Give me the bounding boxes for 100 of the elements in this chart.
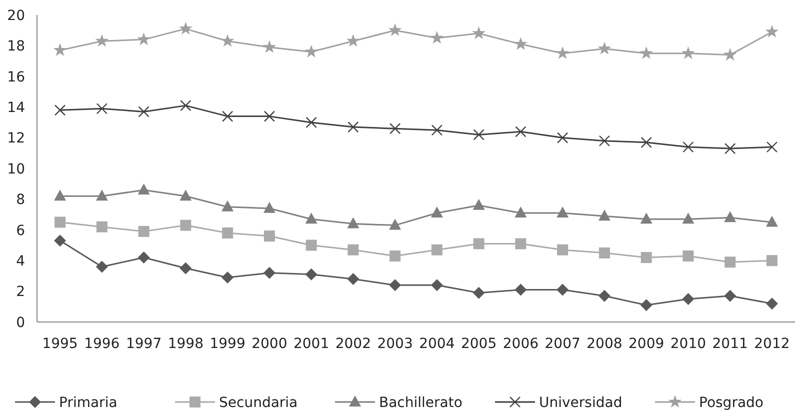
- point: [346, 34, 360, 47]
- point: [557, 244, 568, 256]
- legend-label: Universidad: [539, 394, 622, 411]
- x-tick-label: 1997: [126, 336, 162, 352]
- point: [431, 244, 442, 256]
- point: [389, 218, 402, 230]
- x-tick-label: 2000: [252, 336, 288, 352]
- y-tick-label: 18: [7, 38, 25, 55]
- point: [430, 279, 443, 292]
- legend-label: Secundaria: [219, 394, 298, 411]
- point: [54, 216, 66, 228]
- point: [305, 268, 318, 280]
- y-tick-label: 4: [16, 254, 26, 270]
- point: [556, 284, 569, 296]
- legend-label: Bachillerato: [379, 394, 462, 411]
- point: [53, 43, 67, 56]
- legend-label: Posgrado: [699, 394, 764, 411]
- point: [430, 31, 444, 44]
- point: [54, 104, 66, 116]
- point: [347, 217, 360, 228]
- x-tick-label: 2009: [628, 336, 664, 352]
- y-tick-label: 12: [7, 130, 25, 147]
- x-tick-label: 2003: [377, 336, 413, 352]
- point: [598, 135, 610, 146]
- point: [54, 234, 66, 247]
- x-tick-label: 2002: [335, 336, 372, 352]
- point: [263, 266, 276, 279]
- point: [723, 48, 737, 61]
- point: [306, 240, 317, 251]
- x-tick-label: 2010: [670, 336, 706, 352]
- point: [222, 200, 234, 212]
- x-tick-label: 2008: [586, 336, 622, 352]
- point: [222, 227, 234, 238]
- point: [766, 141, 778, 153]
- point: [263, 202, 276, 213]
- x-tick-label: 1995: [42, 336, 78, 352]
- point: [180, 190, 192, 201]
- y-tick-label: 14: [7, 100, 26, 116]
- point: [598, 210, 610, 221]
- point: [472, 286, 485, 299]
- point: [95, 34, 109, 47]
- x-tick-label: 2007: [544, 336, 580, 352]
- point: [724, 211, 736, 222]
- point: [556, 206, 569, 218]
- point: [640, 212, 652, 224]
- point: [138, 252, 150, 264]
- x-tick-label: 2001: [293, 336, 330, 352]
- point: [598, 247, 610, 258]
- point: [682, 292, 694, 305]
- point: [514, 206, 527, 218]
- x-tick-label: 1999: [210, 336, 246, 352]
- point: [472, 198, 485, 210]
- point: [598, 42, 612, 54]
- point: [765, 24, 779, 38]
- point: [514, 37, 528, 50]
- point: [179, 22, 192, 34]
- point: [766, 255, 778, 266]
- point: [137, 32, 150, 46]
- x-tick-label: 1998: [168, 336, 204, 352]
- point: [220, 34, 234, 47]
- point: [766, 298, 778, 310]
- point: [724, 142, 736, 154]
- point: [304, 44, 318, 58]
- x-tick-label: 2005: [460, 336, 497, 352]
- point: [306, 116, 317, 128]
- point: [682, 141, 694, 153]
- point: [682, 250, 694, 262]
- y-tick-label: 0: [16, 314, 25, 331]
- point: [305, 212, 318, 224]
- point: [598, 290, 610, 302]
- point: [472, 26, 486, 40]
- point: [556, 132, 568, 144]
- point: [138, 106, 150, 118]
- point: [138, 226, 150, 237]
- point: [180, 262, 192, 274]
- point: [390, 250, 401, 262]
- point: [264, 110, 276, 122]
- point: [54, 190, 66, 201]
- point: [348, 244, 359, 256]
- point: [262, 40, 276, 53]
- point: [180, 220, 192, 231]
- point: [514, 284, 527, 296]
- y-tick-label: 10: [7, 161, 25, 178]
- point: [640, 299, 652, 312]
- legend-label: Primaria: [59, 394, 118, 411]
- y-tick-label: 2: [16, 284, 25, 300]
- x-tick-label: 2004: [419, 336, 455, 352]
- point: [556, 46, 570, 60]
- x-tick-label: 2012: [754, 336, 790, 352]
- point: [473, 238, 484, 250]
- y-tick-label: 8: [16, 192, 25, 208]
- point: [640, 46, 653, 60]
- y-tick-label: 6: [16, 222, 26, 239]
- point: [138, 183, 150, 194]
- point: [515, 126, 526, 138]
- point: [347, 273, 360, 286]
- x-tick-label: 2006: [502, 336, 539, 352]
- y-tick-label: 16: [7, 69, 26, 86]
- point: [264, 230, 275, 242]
- point: [96, 103, 108, 114]
